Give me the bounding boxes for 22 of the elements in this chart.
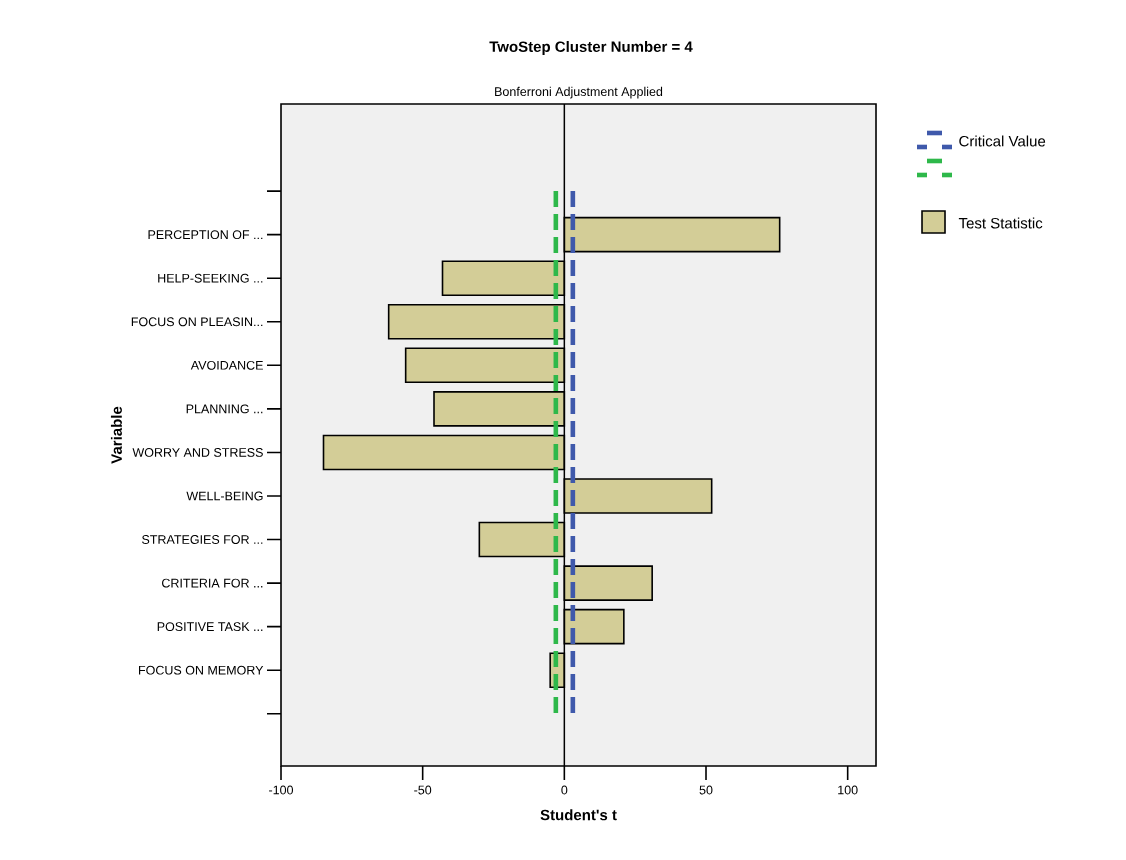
y-tick-label: PERCEPTION OF ... [148,230,263,240]
legend-label: Critical Value [959,135,1046,147]
y-tick-label: POSITIVE TASK ... [157,622,263,632]
y-tick-label: WELL-BEING [186,491,263,501]
x-tick-label: -100 [269,785,294,795]
y-tick-label: AVOIDANCE [190,360,263,370]
y-tick-label: STRATEGIES FOR ... [142,535,263,544]
legend-label: Test Statistic [958,217,1043,229]
y-tick-label: WORRY AND STRESS [132,448,263,457]
y-axis-title: Variable [110,406,122,464]
x-axis-title: Student's t [540,809,617,821]
y-tick-label: CRITERIA FOR ... [162,578,263,588]
y-tick-label: HELP-SEEKING ... [158,273,263,283]
x-tick-label: 100 [838,785,858,795]
chart-subtitle: Bonferroni Adjustment Applied [495,86,663,99]
y-tick-label: FOCUS ON MEMORY [139,665,264,675]
y-tick-label: FOCUS ON PLEASIN... [131,317,263,327]
x-tick-label: -50 [414,785,432,795]
x-tick-label: 0 [561,785,568,795]
chart-title: TwoStep Cluster Number = 4 [489,41,693,55]
y-tick-label: PLANNING ... [186,404,263,414]
x-tick-label: 50 [699,785,713,795]
